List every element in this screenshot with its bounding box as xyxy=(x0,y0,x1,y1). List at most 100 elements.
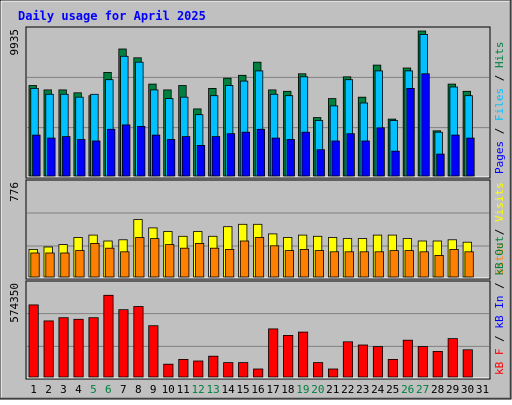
bar-sites-day-3 xyxy=(60,252,70,278)
bar-pages-day-18 xyxy=(286,139,295,177)
bar-kb-f-day-25 xyxy=(387,358,398,378)
bar-sites-day-5 xyxy=(90,242,100,278)
bar-kb-f-day-24 xyxy=(372,346,383,378)
y-max-label-kbytes: 574350 xyxy=(8,283,21,323)
x-tick-label-16: 16 xyxy=(251,383,264,396)
bar-kb-f-day-28 xyxy=(432,350,443,378)
bar-kb-f-day-16 xyxy=(253,368,264,378)
bar-kb-f-day-30 xyxy=(462,349,473,378)
x-tick-label-11: 11 xyxy=(177,383,190,396)
bar-sites-day-16 xyxy=(254,237,265,278)
x-tick-label-31: 31 xyxy=(476,383,489,396)
bar-sites-day-9 xyxy=(150,238,160,278)
x-tick-label-18: 18 xyxy=(281,383,294,396)
bar-sites-day-6 xyxy=(105,247,115,278)
x-tick-label-27: 27 xyxy=(416,383,429,396)
bar-sites-day-15 xyxy=(239,240,250,278)
legend-item-kb-in: kB In xyxy=(493,296,506,329)
bar-sites-day-10 xyxy=(165,244,175,278)
series-kb-f xyxy=(28,294,473,378)
bar-kb-f-day-3 xyxy=(58,317,69,378)
bar-pages-day-30 xyxy=(466,137,475,177)
bar-pages-day-2 xyxy=(47,137,56,177)
x-tick-label-23: 23 xyxy=(356,383,369,396)
series-sites xyxy=(30,237,474,278)
bar-sites-day-8 xyxy=(135,237,145,278)
bar-kb-f-day-22 xyxy=(342,341,353,378)
bar-sites-day-26 xyxy=(404,250,414,278)
legend-item-sites: Sites xyxy=(493,242,506,275)
chart-title: Daily usage for April 2025 xyxy=(18,9,206,23)
bar-kb-f-day-18 xyxy=(283,334,294,378)
bar-sites-day-28 xyxy=(434,254,444,278)
bar-pages-day-15 xyxy=(241,131,251,177)
legend-item-kb-f: kB F xyxy=(493,349,506,376)
x-tick-label-13: 13 xyxy=(206,383,219,396)
bar-pages-day-22 xyxy=(346,133,355,177)
x-tick-label-21: 21 xyxy=(326,383,339,396)
bar-pages-day-26 xyxy=(406,88,415,177)
bar-kb-f-day-1 xyxy=(28,304,39,378)
bar-sites-day-25 xyxy=(389,250,399,278)
bar-pages-day-19 xyxy=(301,131,310,177)
legend-separator: / xyxy=(493,329,506,349)
bar-kb-f-day-6 xyxy=(103,294,114,378)
legend-separator: / xyxy=(493,222,506,242)
bar-pages-day-7 xyxy=(122,124,131,177)
bar-kb-f-day-20 xyxy=(312,362,324,378)
x-tick-label-6: 6 xyxy=(105,383,112,396)
x-tick-label-9: 9 xyxy=(150,383,157,396)
bar-pages-day-6 xyxy=(107,128,116,177)
x-tick-label-19: 19 xyxy=(296,383,309,396)
x-tick-label-5: 5 xyxy=(90,383,97,396)
bar-sites-day-29 xyxy=(449,248,459,278)
y-max-label-visitors: 776 xyxy=(8,182,21,202)
x-tick-label-22: 22 xyxy=(341,383,354,396)
legend-separator: / xyxy=(493,276,506,296)
bar-pages-day-3 xyxy=(62,136,71,177)
bar-pages-day-16 xyxy=(256,128,266,177)
legend-item-kb-out: kB Out xyxy=(493,236,506,276)
bar-sites-day-13 xyxy=(209,247,220,278)
x-tick-label-7: 7 xyxy=(120,383,127,396)
bar-pages-day-29 xyxy=(451,134,460,177)
legend-separator: / xyxy=(493,121,506,141)
bar-pages-day-1 xyxy=(32,134,41,177)
bar-kb-f-day-8 xyxy=(133,306,144,378)
bar-sites-day-27 xyxy=(419,251,429,278)
legend-item-hits: Hits xyxy=(493,42,506,69)
bar-sites-day-14 xyxy=(224,248,235,278)
legend-kbytes: kB F / kB In / kB Out xyxy=(493,236,506,375)
legend-item-files: Files xyxy=(493,88,506,121)
bar-kb-f-day-27 xyxy=(417,346,428,378)
bar-sites-day-19 xyxy=(299,248,310,278)
bar-sites-day-22 xyxy=(344,251,354,278)
legend-item-visits: Visits xyxy=(493,182,506,222)
bar-sites-day-12 xyxy=(194,242,205,278)
bar-pages-day-5 xyxy=(92,140,101,177)
x-tick-label-30: 30 xyxy=(461,383,474,396)
bar-kb-f-day-2 xyxy=(43,320,54,378)
bar-pages-day-28 xyxy=(436,153,445,177)
x-tick-label-15: 15 xyxy=(236,383,249,396)
bar-kb-f-day-12 xyxy=(193,360,204,378)
bar-pages-day-14 xyxy=(226,133,236,177)
x-tick-label-29: 29 xyxy=(446,383,459,396)
bar-sites-day-11 xyxy=(180,247,190,278)
x-tick-label-8: 8 xyxy=(135,383,142,396)
panel-traffic: 9935 Pages / Files / Hits xyxy=(8,26,506,179)
bar-kb-f-day-10 xyxy=(163,363,174,378)
bar-kb-f-day-4 xyxy=(73,318,84,378)
x-tick-label-14: 14 xyxy=(221,383,235,396)
bar-pages-day-20 xyxy=(316,149,325,177)
bar-pages-day-10 xyxy=(166,139,176,177)
bar-kb-f-day-11 xyxy=(178,358,189,378)
bar-sites-day-30 xyxy=(464,251,474,278)
bar-kb-f-day-15 xyxy=(238,362,249,378)
x-tick-label-2: 2 xyxy=(45,383,52,396)
bar-sites-day-18 xyxy=(284,250,295,278)
x-tick-label-17: 17 xyxy=(266,383,279,396)
panels-layer: 9935 Pages / Files / Hits 776 Sites / Visit… xyxy=(8,26,506,380)
